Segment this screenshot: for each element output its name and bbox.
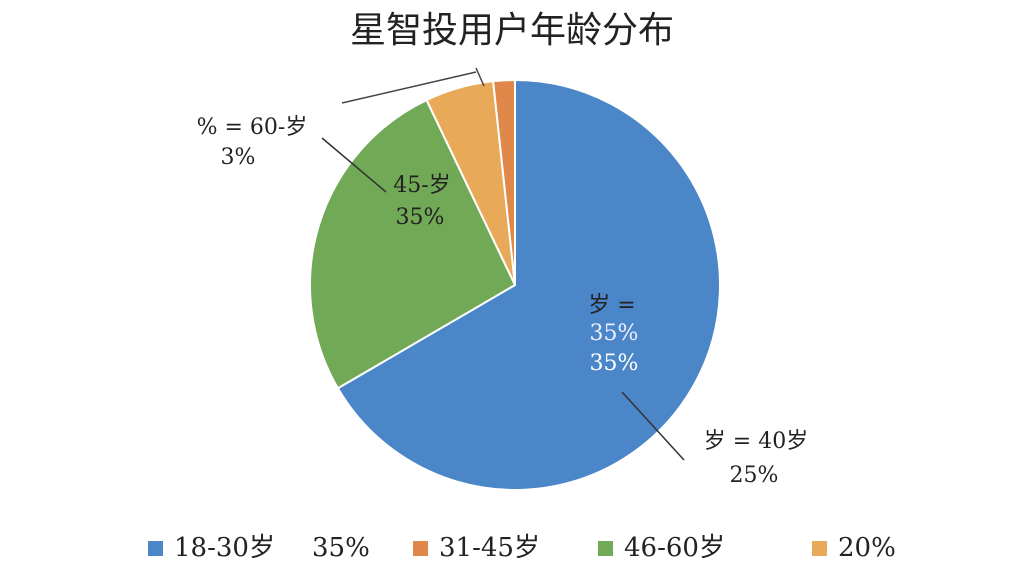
legend-swatch	[812, 541, 827, 556]
annotation: 35%	[590, 351, 639, 376]
annotation: 岁 =	[588, 293, 635, 318]
callout-line	[341, 71, 477, 104]
annotation: 3%	[221, 145, 256, 170]
annotation: 35%	[396, 205, 445, 230]
annotation: % = 60-岁	[197, 115, 308, 140]
legend-note: 35%	[312, 533, 370, 563]
legend: 18-30岁 46-60岁 20% 31-45岁	[148, 533, 896, 563]
legend-swatch	[598, 541, 613, 556]
legend-label: 18-30岁	[174, 533, 275, 563]
callout-line	[475, 67, 485, 87]
legend-label: 20%	[838, 533, 896, 563]
annotation: 岁 = 40岁	[704, 429, 808, 454]
chart-title: 星智投用户年龄分布	[350, 10, 674, 51]
annotation: 25%	[730, 463, 779, 488]
annotation: 35%	[590, 321, 639, 346]
pie-slice	[336, 78, 721, 491]
legend-label: 46-60岁	[624, 533, 725, 563]
legend-label: 31-45岁	[439, 533, 540, 563]
callout-line	[621, 391, 685, 461]
annotation: 45-岁	[393, 173, 450, 198]
pie-slice	[492, 78, 516, 286]
callout-line	[321, 137, 387, 193]
legend-swatch	[413, 541, 428, 556]
pie	[309, 78, 721, 491]
legend-swatch	[148, 541, 163, 556]
